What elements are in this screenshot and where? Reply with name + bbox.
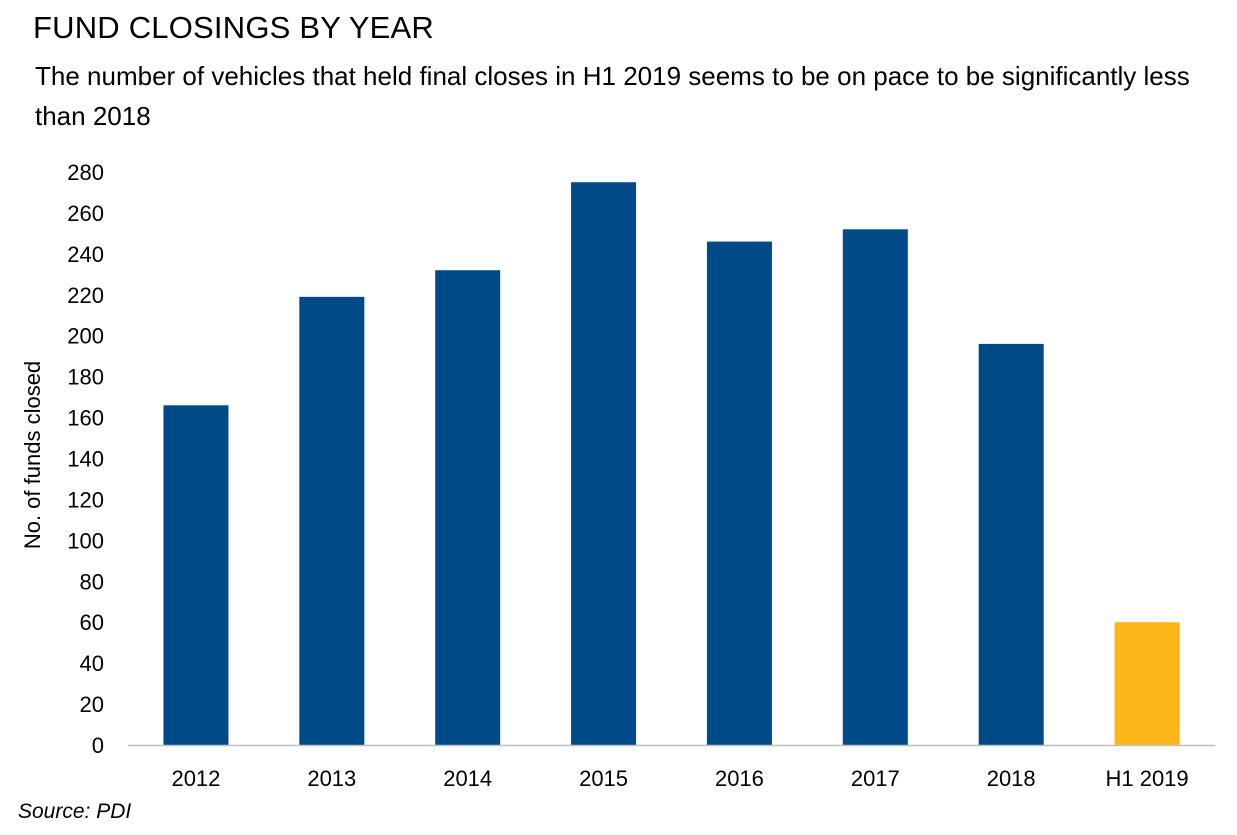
y-tick-label: 40 — [80, 651, 104, 676]
x-tick-label: 2012 — [171, 766, 220, 791]
x-tick-label: 2017 — [851, 766, 900, 791]
x-tick-label: 2016 — [715, 766, 764, 791]
source-note: Source: PDI — [18, 800, 132, 823]
y-tick-label: 60 — [80, 610, 104, 635]
chart-title: FUND CLOSINGS BY YEAR — [33, 10, 434, 45]
y-tick-label: 220 — [67, 283, 104, 308]
bar-2012 — [163, 405, 229, 745]
y-axis-label: No. of funds closed — [20, 361, 45, 549]
y-tick-label: 160 — [67, 406, 104, 431]
y-tick-label: 280 — [67, 160, 104, 185]
y-tick-label: 180 — [67, 365, 104, 390]
y-tick-label: 140 — [67, 447, 104, 472]
y-tick-label: 260 — [67, 201, 104, 226]
y-tick-label: 0 — [92, 733, 104, 758]
chart-subtitle: The number of vehicles that held final c… — [35, 61, 1190, 131]
bar-2014 — [435, 270, 501, 745]
bars — [163, 182, 1180, 746]
y-tick-label: 240 — [67, 242, 104, 267]
y-tick-label: 200 — [67, 324, 104, 349]
y-tick-label: 100 — [67, 528, 104, 553]
bar-2013 — [299, 296, 365, 745]
y-tick-label: 80 — [80, 569, 104, 594]
x-tick-label: 2015 — [579, 766, 628, 791]
x-tick-label: H1 2019 — [1105, 766, 1188, 791]
x-tick-label: 2013 — [307, 766, 356, 791]
bar-2017 — [842, 229, 908, 746]
x-tick-label: 2018 — [987, 766, 1036, 791]
y-axis-ticks: 0 20 40 60 80 100 120 140 160 180 200 220 240 260 280 — [67, 160, 104, 758]
bar-2018 — [978, 343, 1044, 745]
bar-h1-2019 — [1114, 622, 1180, 745]
y-tick-label: 20 — [80, 692, 104, 717]
y-tick-label: 120 — [67, 487, 104, 512]
bar-2016 — [706, 241, 772, 746]
x-axis-ticks: 2012 2013 2014 2015 2016 2017 2018 H1 2019 — [171, 766, 1188, 791]
bar-2015 — [571, 182, 637, 745]
x-tick-label: 2014 — [443, 766, 492, 791]
